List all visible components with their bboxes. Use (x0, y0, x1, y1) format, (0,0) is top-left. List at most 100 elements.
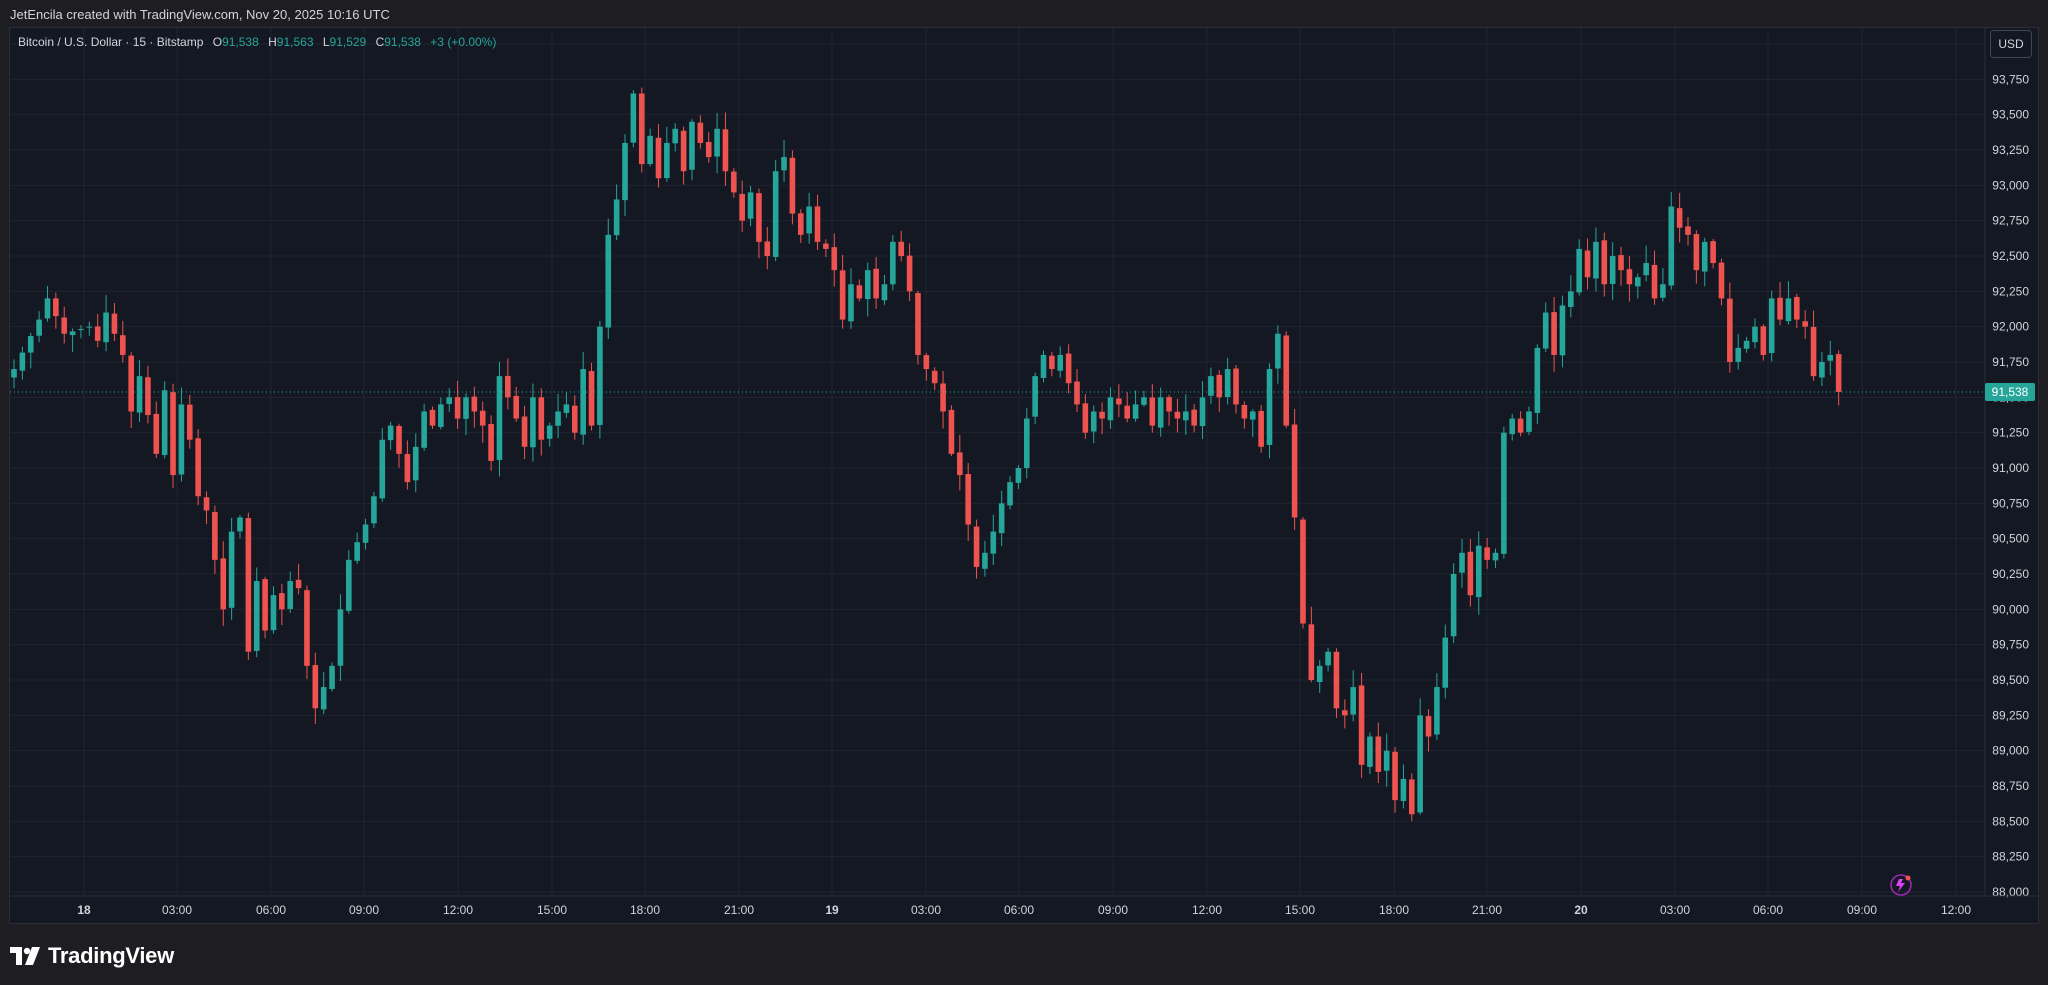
candle-body (1743, 340, 1750, 349)
candle-body (312, 665, 319, 709)
candle-body (647, 135, 653, 165)
candle-body (1710, 241, 1716, 264)
candle-body (563, 404, 570, 413)
candle-body (1601, 240, 1608, 285)
candle-body (1777, 297, 1783, 320)
candle-body (982, 552, 988, 569)
candle-body (103, 312, 109, 343)
candle-body (170, 392, 176, 476)
candle-body (538, 397, 545, 440)
candle-body (446, 397, 453, 404)
candle-body (228, 531, 235, 608)
candle-body (655, 137, 662, 179)
candle-body (1316, 665, 1323, 683)
candle-body (1467, 551, 1474, 596)
y-tick-label: 91,250 (1992, 426, 2029, 440)
candle-body (931, 370, 938, 384)
y-tick-label: 93,750 (1992, 72, 2029, 86)
y-tick-label: 92,000 (1992, 320, 2029, 334)
candle-body (1618, 255, 1624, 271)
candle-body (287, 581, 294, 609)
candle-body (463, 397, 469, 419)
candle-body (1383, 750, 1390, 771)
x-tick-label: 18 (77, 903, 91, 917)
candle-body (864, 270, 871, 300)
tradingview-logo[interactable]: TradingView (10, 943, 174, 969)
candle-body (1517, 418, 1524, 433)
candle-body (856, 285, 863, 299)
candle-body (630, 93, 637, 143)
candle-body (1668, 206, 1675, 286)
candle-body (680, 130, 687, 172)
candle-body (1007, 482, 1013, 506)
high-value: 91,563 (276, 35, 314, 49)
x-tick-label: 06:00 (256, 903, 286, 917)
x-tick-label: 03:00 (911, 903, 941, 917)
ohlc-legend: Bitcoin / U.S. Dollar · 15 · Bitstamp O9… (18, 35, 496, 49)
candle-body (1367, 736, 1373, 767)
candle-body (1492, 552, 1499, 561)
last-price-label: 91,538 (1992, 385, 2029, 399)
chart-frame[interactable] (9, 27, 2039, 924)
y-tick-label: 90,500 (1992, 532, 2029, 546)
candle-body (1634, 277, 1641, 287)
candle-body (1408, 779, 1415, 815)
candle-body (1752, 326, 1758, 343)
candle-body (890, 241, 896, 285)
candle-body (764, 241, 771, 256)
candle-body (1760, 326, 1767, 355)
candlestick-chart[interactable]: 94,00093,75093,50093,25093,00092,75092,5… (0, 0, 2048, 925)
candle-body (756, 193, 762, 242)
low-label: L (322, 35, 330, 49)
candle-body (555, 411, 561, 426)
y-tick-label: 92,750 (1992, 214, 2029, 228)
y-tick-label: 88,250 (1992, 850, 2029, 864)
spark-icon[interactable] (1888, 872, 1914, 898)
candle-body (136, 376, 143, 413)
last-price-tag (1985, 382, 2035, 401)
candle-body (1065, 353, 1072, 384)
y-tick-label: 91,000 (1992, 461, 2029, 475)
candle-body (488, 423, 494, 461)
change-value: +3 (+0.00%) (430, 35, 497, 49)
candle-body (354, 542, 360, 561)
candle-body (1819, 362, 1825, 378)
top-credit-bar: JetEncila created with TradingView.com, … (0, 0, 2048, 28)
candle-body (705, 141, 712, 158)
candle-body (320, 687, 327, 710)
brand-name: TradingView (48, 943, 174, 968)
candle-body (588, 371, 595, 426)
candle-body (1794, 297, 1800, 320)
currency-button[interactable]: USD (1990, 30, 2032, 58)
candle-body (44, 298, 51, 319)
candle-body (161, 390, 168, 456)
candle-body (178, 404, 185, 475)
candle-body (1509, 418, 1516, 435)
candle-body (998, 503, 1005, 534)
candle-body (438, 404, 444, 427)
x-tick-label: 21:00 (724, 903, 754, 917)
candle-body (739, 193, 745, 221)
candle-body (1166, 397, 1172, 412)
candle-body (86, 326, 93, 328)
candle-body (1208, 376, 1214, 396)
candle-body (1358, 685, 1365, 765)
candle-body (1392, 751, 1398, 801)
candle-body (1049, 355, 1055, 370)
x-tick-label: 12:00 (1941, 903, 1971, 917)
candle-body (1090, 411, 1097, 432)
x-tick-label: 12:00 (443, 903, 473, 917)
candle-body (412, 446, 419, 481)
x-tick-label: 09:00 (349, 903, 379, 917)
symbol-label: Bitcoin / U.S. Dollar · 15 · Bitstamp (18, 35, 204, 49)
close-label: C (375, 35, 385, 49)
candle-body (346, 559, 352, 611)
candle-body (220, 558, 227, 610)
candle-body (195, 438, 201, 497)
candle-body (1141, 397, 1147, 405)
candle-body (1099, 411, 1105, 419)
open-value: 91,538 (222, 35, 259, 49)
candle-body (1132, 404, 1139, 419)
candle-body (1651, 264, 1658, 299)
candle-body (622, 142, 628, 201)
